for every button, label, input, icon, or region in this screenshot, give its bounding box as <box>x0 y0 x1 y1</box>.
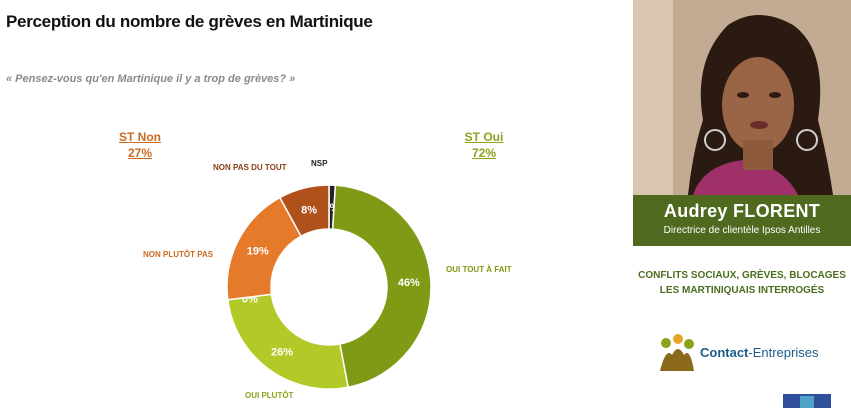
slice-value-label-4: 19% <box>247 246 269 258</box>
st-non-label: ST Non <box>119 130 161 144</box>
logo-text-part-2: -Entreprises <box>748 345 819 360</box>
donut-slice-2 <box>226 293 349 390</box>
donut-chart: 1%46%26%0%19%8% <box>226 184 432 390</box>
people-logo-icon <box>660 334 694 371</box>
survey-question: « Pensez-vous qu'en Martinique il y a tr… <box>6 73 296 85</box>
presenter-photo <box>633 0 851 195</box>
headline-line-1: CONFLITS SOCIAUX, GRÈVES, BLOCAGES <box>638 270 846 281</box>
presenter-role: Directrice de clientèle Ipsos Antilles <box>663 225 821 236</box>
headline-line-2: LES MARTINIQUAIS INTERROGÉS <box>659 285 825 296</box>
category-label-non-pas-du-tout: NON PAS DU TOUT <box>213 163 287 172</box>
chart-title: Perception du nombre de grèves en Martin… <box>6 12 373 31</box>
donut-slice-1 <box>331 184 432 389</box>
presenter-name-bar: Audrey FLORENT Directrice de clientèle I… <box>633 195 851 246</box>
headline: CONFLITS SOCIAUX, GRÈVES, BLOCAGES LES M… <box>633 268 851 298</box>
presenter-video <box>633 0 851 195</box>
st-non-summary: ST Non 27% <box>112 129 168 161</box>
donut-slice-5 <box>278 184 330 238</box>
slice-value-label-2: 26% <box>271 347 293 359</box>
slice-value-label-1: 46% <box>398 277 420 289</box>
presenter-name: Audrey FLORENT <box>663 201 821 221</box>
st-non-value: 27% <box>127 146 153 160</box>
category-label-oui-plutot: OUI PLUTÔT <box>245 391 294 400</box>
contact-entreprises-logo: Contact-Entreprises <box>656 333 846 375</box>
category-label-nsp: NSP <box>311 159 328 168</box>
category-label-non-plutot-pas: NON PLUTÔT PAS <box>143 250 214 259</box>
st-oui-summary: ST Oui 72% <box>455 129 513 161</box>
st-oui-label: ST Oui <box>464 130 504 144</box>
logo-text-part-1: Contact <box>700 345 749 360</box>
slice-value-label-5: 8% <box>301 205 317 217</box>
category-label-oui-tout-a-fait: OUI TOUT À FAIT <box>446 265 512 274</box>
st-oui-value: 72% <box>471 146 497 160</box>
corner-decoration-accent <box>800 396 814 408</box>
